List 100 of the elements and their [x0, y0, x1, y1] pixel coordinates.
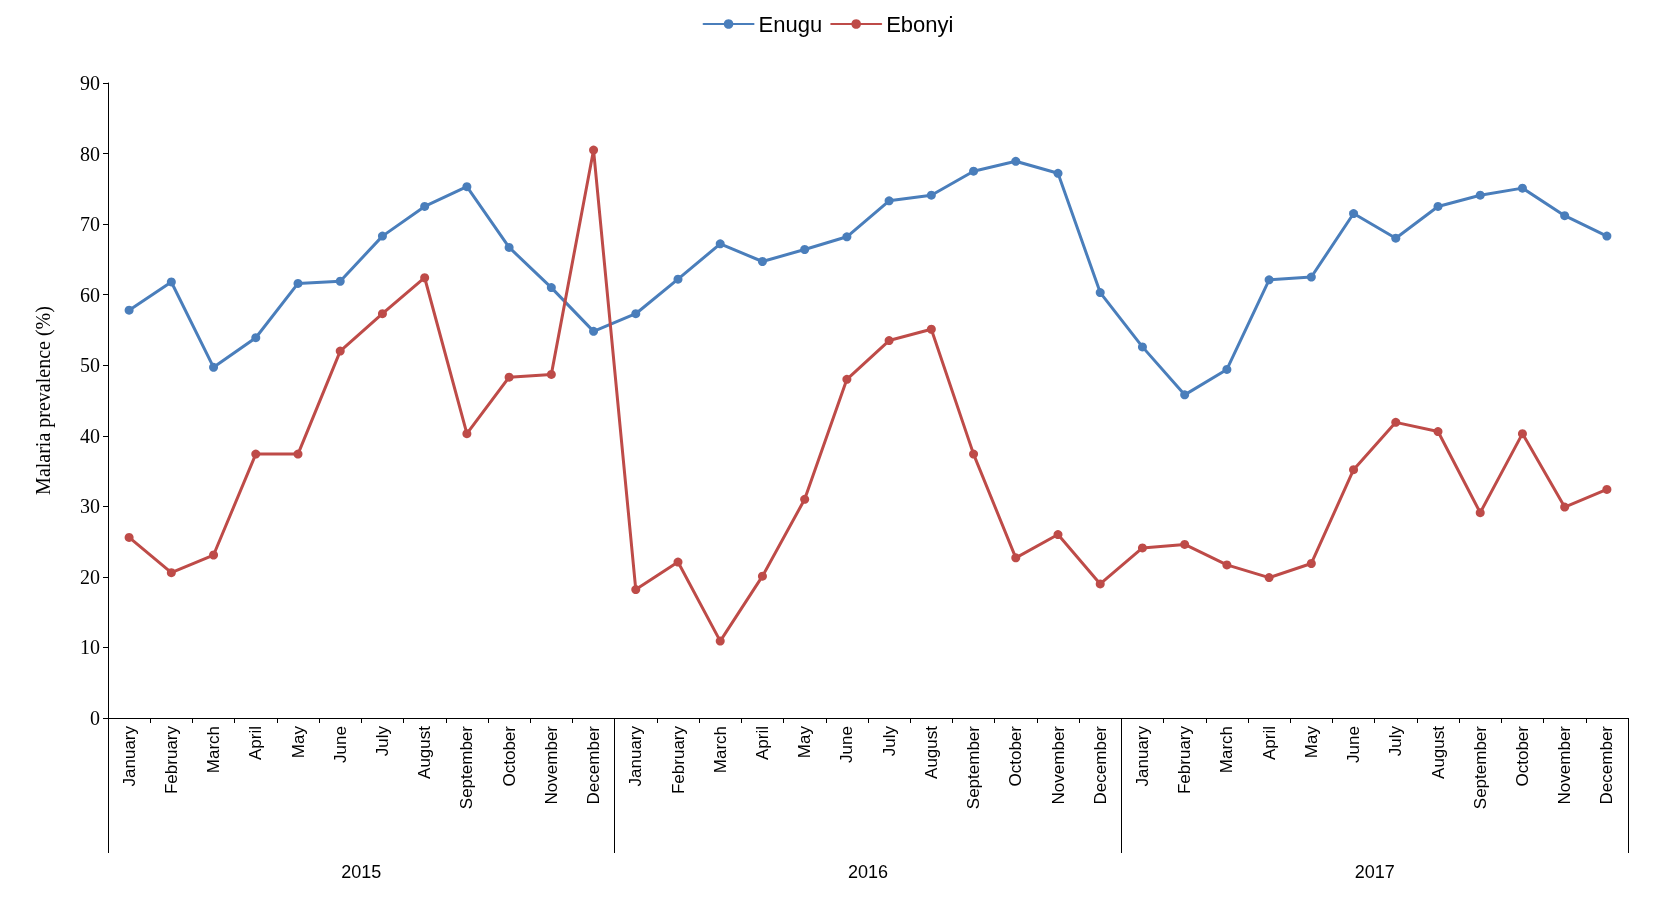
- x-tick-label: May: [1301, 725, 1321, 759]
- point: [1306, 558, 1316, 568]
- point: [293, 449, 303, 459]
- x-tick-label: July: [372, 725, 392, 757]
- point: [1264, 275, 1274, 285]
- x-tick-label: October: [499, 725, 519, 787]
- y-tick-label: 60: [80, 283, 100, 306]
- x-tick-label: November: [1048, 725, 1068, 805]
- point: [1137, 342, 1147, 352]
- point: [1053, 530, 1063, 540]
- x-tick-label: January: [626, 725, 646, 787]
- y-tick-label: 80: [80, 142, 100, 165]
- point: [166, 568, 176, 578]
- point: [842, 232, 852, 242]
- point: [251, 333, 261, 343]
- point: [1306, 272, 1316, 282]
- point: [124, 532, 134, 542]
- point: [969, 166, 979, 176]
- x-tick-label: September: [1470, 725, 1490, 810]
- y-axis-title: Malaria prevalence (%): [32, 306, 55, 495]
- point: [1391, 233, 1401, 243]
- point: [1180, 390, 1190, 400]
- legend-label: Enugu: [758, 11, 823, 37]
- y-tick-label: 50: [80, 354, 100, 377]
- point: [462, 182, 472, 192]
- point: [462, 429, 472, 439]
- x-tick-label: April: [752, 726, 772, 761]
- x-tick-label: June: [1344, 726, 1364, 763]
- point: [1560, 211, 1570, 221]
- y-tick-label: 0: [90, 707, 100, 729]
- point: [251, 449, 261, 459]
- x-tick-label: August: [921, 725, 941, 779]
- point: [335, 346, 345, 356]
- point: [546, 369, 556, 379]
- x-tick-label: October: [1512, 725, 1532, 787]
- point: [504, 242, 514, 252]
- x-tick-label: March: [710, 726, 730, 774]
- y-tick-label: 40: [80, 424, 100, 447]
- x-tick-label: July: [1386, 725, 1406, 757]
- y-tick-label: 30: [80, 495, 100, 518]
- x-tick-label: May: [288, 725, 308, 759]
- x-tick-label: December: [584, 725, 604, 805]
- point: [377, 231, 387, 241]
- x-tick-label: February: [668, 725, 688, 795]
- text: 2017: [1354, 862, 1395, 882]
- point: [1560, 502, 1570, 512]
- x-tick-label: August: [1428, 725, 1448, 779]
- x-tick-label: September: [964, 725, 984, 810]
- point: [1475, 190, 1485, 200]
- point: [1602, 231, 1612, 241]
- point: [589, 145, 599, 155]
- point: [166, 277, 176, 287]
- point: [926, 324, 936, 334]
- point: [673, 274, 683, 284]
- point: [377, 309, 387, 319]
- point: [589, 326, 599, 336]
- point: [546, 283, 556, 293]
- point: [715, 636, 725, 646]
- point: [1602, 484, 1612, 494]
- point: [757, 571, 767, 581]
- point: [1095, 579, 1105, 589]
- point: [1011, 156, 1021, 166]
- point: [969, 449, 979, 459]
- point: [884, 336, 894, 346]
- x-tick-label: November: [541, 725, 561, 805]
- point: [1222, 364, 1232, 374]
- text: 2015: [341, 862, 382, 882]
- x-tick-label: April: [1259, 726, 1279, 761]
- x-tick-label: January: [119, 725, 139, 787]
- point: [1349, 209, 1359, 219]
- point: [1391, 417, 1401, 427]
- x-tick-label: October: [1006, 725, 1026, 787]
- x-tick-label: November: [1555, 725, 1575, 805]
- point: [715, 239, 725, 249]
- point: [1264, 573, 1274, 583]
- point: [842, 374, 852, 384]
- x-tick-label: March: [1217, 726, 1237, 774]
- point: [420, 201, 430, 211]
- x-tick-label: August: [415, 725, 435, 779]
- x-tick-label: December: [1597, 725, 1617, 805]
- y-tick-label: 10: [80, 636, 100, 659]
- point: [335, 276, 345, 286]
- point: [1011, 553, 1021, 563]
- point: [1180, 539, 1190, 549]
- point: [1433, 201, 1443, 211]
- x-tick-label: September: [457, 725, 477, 810]
- point: [209, 362, 219, 372]
- x-tick-label: December: [1090, 725, 1110, 805]
- point: [209, 550, 219, 560]
- point: [673, 557, 683, 567]
- point: [1349, 465, 1359, 475]
- point: [1095, 288, 1105, 298]
- point: [631, 309, 641, 319]
- point: [293, 278, 303, 288]
- x-tick-label: June: [837, 726, 857, 763]
- text: 2016: [847, 862, 889, 882]
- point: [1517, 183, 1527, 193]
- y-tick-label: 70: [80, 213, 100, 236]
- y-tick-label: 20: [80, 565, 100, 588]
- point: [1222, 560, 1232, 570]
